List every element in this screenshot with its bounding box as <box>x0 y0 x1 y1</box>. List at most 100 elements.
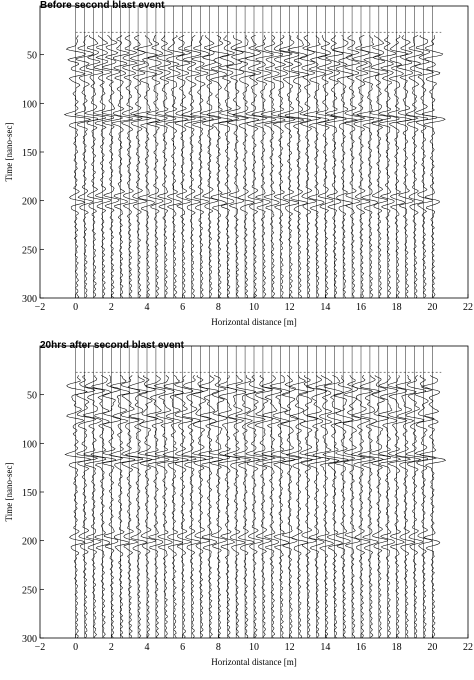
trace-wiggle <box>208 374 230 639</box>
x-tick-label: −2 <box>35 302 46 313</box>
y-tick-label: 150 <box>22 488 37 499</box>
trace-wiggle <box>153 374 180 639</box>
trace-wiggle <box>271 34 296 299</box>
figure-title: 20hrs after second blast event <box>40 340 184 351</box>
trace-group <box>64 346 446 639</box>
trace-wiggle <box>63 35 92 299</box>
trace-wiggle <box>312 374 340 639</box>
trace-wiggle <box>124 375 153 639</box>
x-tick-label: 2 <box>109 302 114 313</box>
trace-wiggle <box>330 34 359 299</box>
trace-wiggle <box>217 375 241 639</box>
trace-wiggle <box>324 35 347 299</box>
trace-wiggle <box>285 375 313 639</box>
y-tick-label: 200 <box>22 197 37 208</box>
trace-wiggle <box>174 375 197 639</box>
trace-wiggle <box>269 374 296 639</box>
x-tick-label: 12 <box>285 642 295 653</box>
trace-wiggle <box>251 35 277 299</box>
trace-wiggle <box>343 375 366 639</box>
trace-wiggle <box>315 35 338 299</box>
trace-wiggle <box>74 34 99 299</box>
radar-section-plot: −2 0 2 4 6 8 10 12 14 16 18 20 22 50 100 150 200 250 300 Ho… <box>4 345 473 667</box>
trace-wiggle <box>387 35 413 299</box>
trace-wiggle <box>189 34 214 299</box>
trace-wiggle <box>102 375 124 639</box>
figure-title: Before second blast event <box>40 0 165 11</box>
trace-wiggle <box>396 35 419 299</box>
y-axis-label: Time [nano-sec] <box>4 123 14 182</box>
trace-wiggle <box>421 35 446 299</box>
trace-wiggle <box>76 374 99 639</box>
x-tick-label: 20 <box>427 642 437 653</box>
y-tick-label: 100 <box>22 99 37 110</box>
x-tick-label: 0 <box>73 642 78 653</box>
trace-wiggle <box>206 34 234 299</box>
trace-wiggle <box>418 375 446 639</box>
trace-wiggle <box>284 35 312 299</box>
trace-wiggle <box>260 34 286 299</box>
x-tick-label: 10 <box>249 302 259 313</box>
trace-wiggle <box>164 35 189 299</box>
x-tick-label: 16 <box>356 642 366 653</box>
trace-wiggle <box>145 375 170 639</box>
x-tick-label: 12 <box>285 302 295 313</box>
trace-wiggle <box>415 35 437 299</box>
trace-wiggle <box>245 374 268 639</box>
trace-wiggle <box>343 34 366 299</box>
trace-wiggle <box>129 34 153 299</box>
x-tick-label: 22 <box>463 302 473 313</box>
trace-wiggle <box>253 375 276 639</box>
x-tick-label: 18 <box>392 642 402 653</box>
trace-wiggle <box>245 34 268 299</box>
trace-wiggle <box>369 375 391 639</box>
x-tick-label: −2 <box>35 642 46 653</box>
y-tick-label: 250 <box>22 585 37 596</box>
trace-wiggle <box>198 375 224 639</box>
y-tick-label: 300 <box>22 634 37 645</box>
trace-wiggle <box>232 375 261 639</box>
trace-wiggle <box>120 375 144 639</box>
y-tick-label: 50 <box>27 51 37 62</box>
y-axis-label: Time [nano-sec] <box>4 463 14 522</box>
trace-wiggle <box>82 375 107 639</box>
trace-wiggle <box>108 374 136 639</box>
trace-wiggle <box>199 35 222 299</box>
x-tick-label: 22 <box>463 642 473 653</box>
x-tick-label: 8 <box>216 302 221 313</box>
trace-wiggle <box>162 374 189 639</box>
trace-wiggle <box>352 34 375 299</box>
trace-wiggle <box>132 35 161 299</box>
y-tick-label: 100 <box>22 439 37 450</box>
y-tick-label: 150 <box>22 148 37 159</box>
trace-wiggle <box>101 34 123 299</box>
trace-wiggle <box>378 35 400 299</box>
trace-wiggle <box>224 374 252 639</box>
x-tick-label: 16 <box>356 302 366 313</box>
x-tick-label: 4 <box>145 642 150 653</box>
figure-after-blast: 20hrs after second blast event −2 0 2 4 6 8 10… <box>0 340 474 680</box>
trace-wiggle <box>137 375 160 639</box>
trace-wiggle <box>298 375 322 639</box>
x-tick-label: 0 <box>73 302 78 313</box>
trace-wiggle <box>357 375 384 639</box>
x-tick-label: 14 <box>320 302 330 313</box>
x-tick-label: 8 <box>216 642 221 653</box>
trace-wiggle <box>181 375 207 639</box>
x-tick-label: 10 <box>249 642 259 653</box>
x-tick-label: 18 <box>392 302 402 313</box>
trace-wiggle <box>277 34 305 299</box>
y-tick-label: 300 <box>22 294 37 305</box>
x-tick-label: 6 <box>180 302 185 313</box>
trace-wiggle <box>322 374 350 639</box>
trace-wiggle <box>299 34 322 299</box>
trace-wiggle <box>333 375 356 639</box>
x-axis-label: Horizontal distance [m] <box>211 317 296 327</box>
figure-before-blast: Before second blast event −2 0 2 4 6 8 10 12 14 1… <box>4 0 473 327</box>
trace-wiggle <box>64 375 92 639</box>
trace-wiggle <box>218 35 240 299</box>
trace-wiggle <box>280 374 303 639</box>
y-tick-label: 250 <box>22 245 37 256</box>
trace-wiggle <box>304 375 330 639</box>
x-tick-label: 4 <box>145 302 150 313</box>
